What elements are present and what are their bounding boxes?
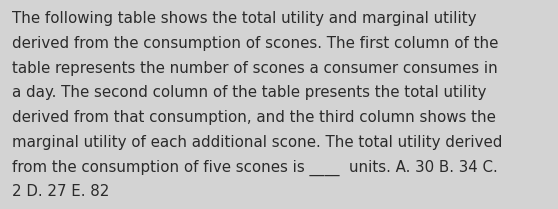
Text: table represents the number of scones a consumer consumes in: table represents the number of scones a … [12,61,498,76]
Text: marginal utility of each additional scone. The total utility derived: marginal utility of each additional scon… [12,135,503,150]
Text: 2 D. 27 E. 82: 2 D. 27 E. 82 [12,184,110,199]
Text: derived from that consumption, and the third column shows the: derived from that consumption, and the t… [12,110,496,125]
Text: derived from the consumption of scones. The first column of the: derived from the consumption of scones. … [12,36,499,51]
Text: a day. The second column of the table presents the total utility: a day. The second column of the table pr… [12,85,487,101]
Text: from the consumption of five scones is ____  units. A. 30 B. 34 C.: from the consumption of five scones is _… [12,159,498,176]
Text: The following table shows the total utility and marginal utility: The following table shows the total util… [12,11,477,27]
